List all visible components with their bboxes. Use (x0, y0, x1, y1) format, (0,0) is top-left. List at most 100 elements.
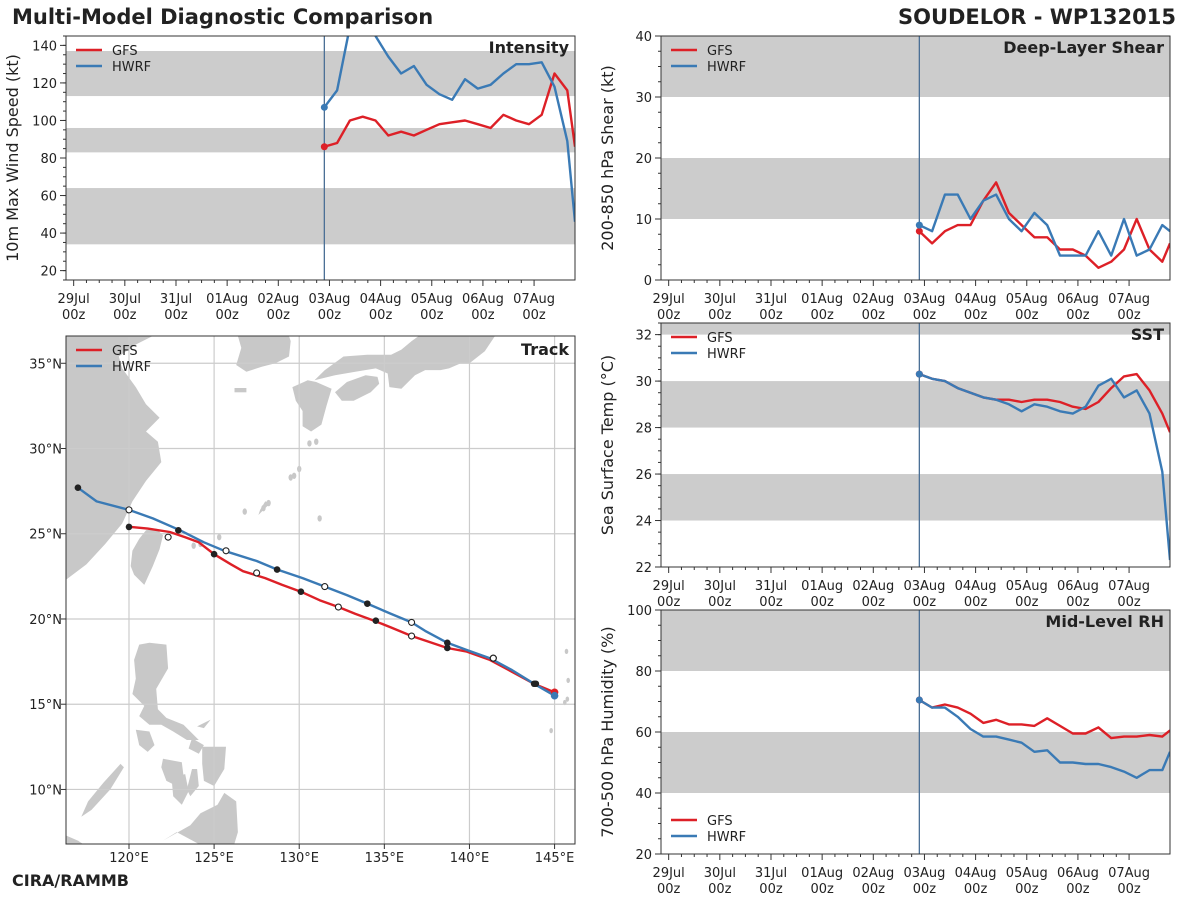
y-tick-label: 20 (635, 152, 652, 167)
track-marker-00z (444, 644, 451, 652)
threshold-band (66, 127, 575, 153)
x-tick-hour-label: 00z (267, 308, 291, 323)
x-tick-day-label: 06Aug (1057, 579, 1099, 594)
x-tick-day-label: 02Aug (852, 866, 894, 881)
x-tick-day-label: 30Jul (704, 866, 736, 881)
track-marker-00z (273, 566, 281, 573)
x-tick-hour-label: 00z (759, 595, 783, 610)
gfs-series-line (918, 698, 1170, 740)
x-tick-day-label: 03Aug (903, 579, 945, 594)
plot-frame (660, 322, 1171, 568)
palawan (81, 763, 124, 817)
x-tick-hour-label: 00z (318, 308, 342, 323)
y-tick-label: 32 (635, 329, 652, 344)
hwrf-start-point (915, 221, 923, 229)
x-tick-day-label: 05Aug (1006, 866, 1048, 881)
x-tick-day-label: 02Aug (852, 292, 894, 307)
track-marker-00z (297, 588, 305, 596)
x-tick-hour-label: 00z (913, 308, 937, 323)
x-tick-hour-label: 00z (913, 882, 937, 897)
y-axis-label: Sea Surface Temp (°C) (598, 355, 617, 535)
rh-chart: 2040608010029Jul00z30Jul00z31Jul00z01Aug… (598, 604, 1171, 897)
hwrf-series-line (918, 193, 1170, 257)
legend-label-hwrf: HWRF (112, 60, 151, 75)
kyushu (292, 380, 332, 432)
honshu (314, 336, 495, 389)
plot-frame (65, 335, 576, 845)
x-tick-day-label: 05Aug (411, 292, 453, 307)
x-tick-hour-label: 00z (708, 308, 732, 323)
intensity-chart: 2040608010012014029Jul00z30Jul00z31Jul00… (3, 35, 576, 323)
x-tick-day-label: 06Aug (1057, 292, 1099, 307)
y-axis-label: 200-850 hPa Shear (kt) (598, 65, 617, 251)
track-marker-12z (408, 632, 416, 640)
small-island (314, 438, 319, 445)
cebu (186, 769, 199, 797)
small-island (242, 508, 247, 515)
track-chart: 120°E 125°E 130°E 135°E 140°E 145°E 10°N 15°N 20… (29, 335, 576, 866)
x-tick-day-label: 29Jul (653, 866, 685, 881)
x-tick-hour-label: 00z (1117, 882, 1141, 897)
y-tick-label: 80 (40, 152, 57, 167)
y-tick-label: 40 (40, 227, 57, 242)
lat-tick-label: 30°N (29, 443, 62, 458)
small-island (307, 440, 312, 447)
jeju-island (234, 388, 247, 393)
track-marker-12z (321, 583, 329, 591)
x-tick-hour-label: 00z (759, 882, 783, 897)
y-tick-label: 80 (635, 665, 652, 680)
x-tick-hour-label: 00z (369, 308, 393, 323)
small-island (291, 472, 297, 479)
series-group (320, 36, 575, 222)
x-tick-day-label: 30Jul (704, 579, 736, 594)
threshold-band (66, 51, 575, 97)
threshold-band (66, 188, 575, 245)
x-tick-day-label: 29Jul (58, 292, 90, 307)
shikoku (335, 375, 380, 401)
threshold-band (661, 323, 1170, 335)
lon-tick-label: 130°E (279, 851, 319, 866)
y-tick-label: 30 (635, 91, 652, 106)
x-tick-day-label: 02Aug (257, 292, 299, 307)
x-tick-day-label: 06Aug (462, 292, 504, 307)
mindoro (135, 729, 155, 752)
x-tick-day-label: 31Jul (160, 292, 192, 307)
hwrf-start-point (320, 103, 328, 111)
y-tick-label: 0 (644, 274, 652, 289)
small-island (288, 474, 293, 481)
small-island (217, 533, 222, 541)
x-tick-hour-label: 00z (471, 308, 495, 323)
x-tick-day-label: 01Aug (801, 866, 843, 881)
x-tick-hour-label: 00z (810, 882, 834, 897)
x-tick-day-label: 07Aug (1108, 579, 1150, 594)
hwrf-series-line (323, 36, 575, 222)
small-island (317, 515, 322, 522)
x-tick-hour-label: 00z (862, 595, 886, 610)
y-tick-label: 40 (635, 30, 652, 45)
lat-tick-label: 10°N (29, 783, 62, 798)
hwrf-track-start (550, 691, 559, 700)
series-group (915, 696, 1170, 779)
track-marker-12z (408, 618, 416, 626)
x-tick-day-label: 05Aug (1006, 579, 1048, 594)
track-marker-12z (489, 654, 497, 662)
x-tick-day-label: 31Jul (755, 866, 787, 881)
x-tick-day-label: 29Jul (653, 292, 685, 307)
panel-title: SST (1131, 325, 1164, 344)
track-marker-00z (74, 484, 82, 492)
x-tick-hour-label: 00z (964, 308, 988, 323)
series-group (915, 181, 1170, 269)
track-marker-12z (334, 603, 342, 611)
y-tick-label: 100 (627, 604, 652, 619)
track-marker-00z (175, 527, 182, 534)
threshold-band (661, 36, 1170, 97)
track-marker-12z (125, 506, 133, 514)
y-tick-label: 24 (635, 515, 652, 530)
y-tick-label: 120 (32, 77, 57, 92)
track-marker-12z (253, 569, 261, 577)
x-tick-day-label: 04Aug (955, 292, 997, 307)
legend-label-gfs: GFS (707, 331, 733, 346)
